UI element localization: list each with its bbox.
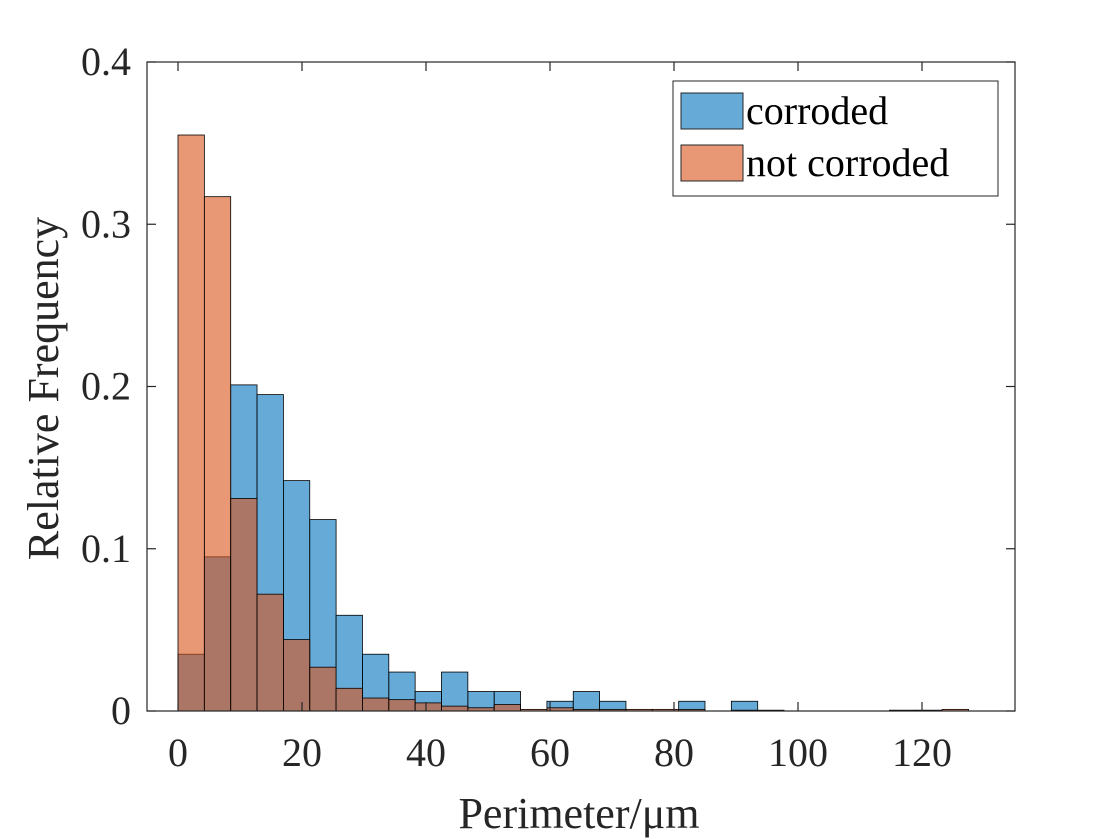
bar-not-corroded-4 xyxy=(282,639,311,712)
bar-not-corroded-12 xyxy=(493,704,521,712)
bar-corroded-15 xyxy=(572,691,601,712)
ticks-layer: 0 20 40 60 80 100 120 0 0.1 0.2 0.3 0.4 xyxy=(81,39,1015,775)
x-tick-label-6: 120 xyxy=(892,730,952,775)
x-tick-label-3: 60 xyxy=(530,730,570,775)
bar-not-corroded-3 xyxy=(256,593,284,712)
bar-not-corroded-6 xyxy=(335,687,363,712)
x-tick-label-1: 20 xyxy=(282,730,322,775)
y-tick-label-4: 0.4 xyxy=(81,39,131,84)
y-tick-label-2: 0.2 xyxy=(81,364,131,409)
x-axis-label: Perimeter/μm xyxy=(458,789,699,838)
x-tick-label-2: 40 xyxy=(406,730,446,775)
x-tick-label-0: 0 xyxy=(168,730,188,775)
bar-not-corroded-0 xyxy=(177,134,205,712)
bar-not-corroded-7 xyxy=(362,697,390,712)
legend-label-corroded: corroded xyxy=(746,88,888,133)
bar-corroded-10 xyxy=(441,671,469,712)
x-tick-label-4: 80 xyxy=(654,730,694,775)
legend-swatch-not-corroded xyxy=(680,144,744,182)
legend-swatch-corroded xyxy=(680,92,744,130)
bar-not-corroded-5 xyxy=(309,666,337,712)
y-axis-label: Relative Frequency xyxy=(19,217,68,560)
bars-layer xyxy=(177,134,969,712)
y-tick-label-1: 0.1 xyxy=(81,526,131,571)
bar-not-corroded-10 xyxy=(441,705,469,712)
bar-not-corroded-2 xyxy=(230,498,258,712)
y-tick-label-3: 0.3 xyxy=(81,201,131,246)
y-tick-label-0: 0 xyxy=(111,688,131,733)
x-tick-label-5: 100 xyxy=(768,730,828,775)
bar-not-corroded-1 xyxy=(203,196,232,712)
bar-corroded-21 xyxy=(730,700,759,712)
bar-not-corroded-8 xyxy=(388,699,416,712)
legend-label-not-corroded: not corroded xyxy=(746,140,949,185)
bar-not-corroded-9 xyxy=(414,702,442,712)
legend: corroded not corroded xyxy=(672,80,999,197)
